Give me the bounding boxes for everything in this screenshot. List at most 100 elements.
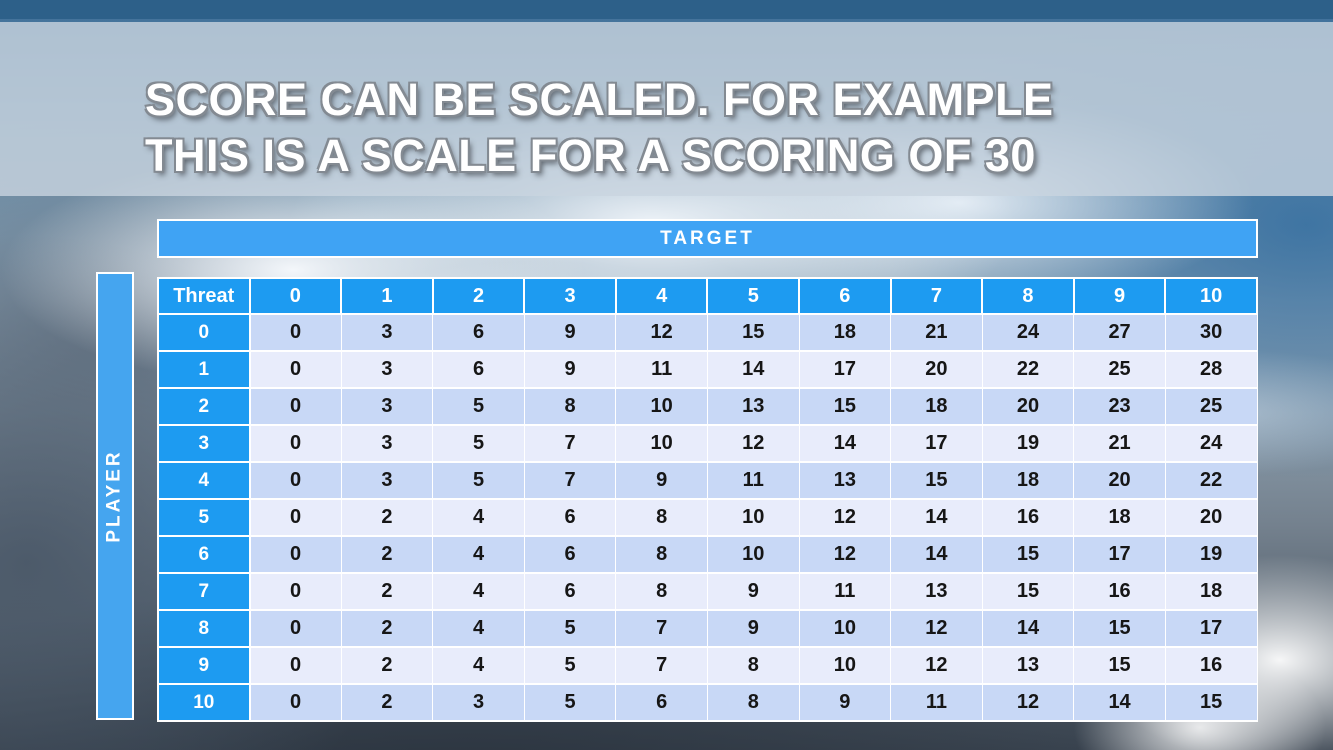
score-cell: 17	[798, 350, 892, 389]
score-cell: 2	[340, 609, 434, 648]
slide-title-line-1: SCORE CAN BE SCALED. FOR EXAMPLE	[145, 74, 1054, 125]
column-header-3: 3	[523, 277, 617, 315]
score-cell: 17	[1073, 535, 1166, 574]
table-row-4: 4 0 3 5 7 9 11 13 15 18 20 22	[157, 461, 1258, 500]
score-cell: 9	[706, 609, 800, 648]
score-cell: 9	[523, 313, 617, 352]
score-cell: 9	[615, 461, 708, 500]
score-cell: 28	[1164, 350, 1258, 389]
score-cell: 12	[981, 683, 1075, 722]
score-cell: 25	[1073, 350, 1166, 389]
score-cell: 2	[340, 572, 434, 611]
table-row-5: 5 0 2 4 6 8 10 12 14 16 18 20	[157, 498, 1258, 537]
score-cell: 12	[615, 313, 708, 352]
score-cell: 14	[890, 498, 983, 537]
score-cell: 2	[340, 535, 434, 574]
score-cell: 19	[981, 424, 1075, 463]
score-cell: 17	[890, 424, 983, 463]
score-cell: 0	[249, 646, 342, 685]
score-cell: 14	[798, 424, 892, 463]
column-header-6: 6	[798, 277, 892, 315]
score-cell: 10	[615, 424, 708, 463]
column-header-10: 10	[1164, 277, 1258, 315]
score-cell: 5	[523, 646, 617, 685]
score-cell: 11	[615, 350, 708, 389]
score-cell: 7	[615, 646, 708, 685]
score-cell: 0	[249, 572, 342, 611]
score-cell: 7	[523, 424, 617, 463]
score-cell: 9	[706, 572, 800, 611]
score-cell: 14	[1073, 683, 1166, 722]
score-cell: 27	[1073, 313, 1166, 352]
table-row-9: 9 0 2 4 5 7 8 10 12 13 15 16	[157, 646, 1258, 685]
score-cell: 8	[523, 387, 617, 426]
score-cell: 8	[706, 646, 800, 685]
score-cell: 10	[798, 646, 892, 685]
table-row-10: 10 0 2 3 5 6 8 9 11 12 14 15	[157, 683, 1258, 722]
score-cell: 24	[981, 313, 1075, 352]
table-row-8: 8 0 2 4 5 7 9 10 12 14 15 17	[157, 609, 1258, 648]
score-cell: 17	[1164, 609, 1258, 648]
score-cell: 13	[890, 572, 983, 611]
score-cell: 7	[523, 461, 617, 500]
score-cell: 15	[1164, 683, 1258, 722]
score-cell: 12	[798, 498, 892, 537]
score-cell: 18	[1073, 498, 1166, 537]
score-cell: 3	[340, 424, 434, 463]
header-row: Threat 0 1 2 3 4 5 6 7 8 9 10	[157, 277, 1258, 315]
score-cell: 8	[615, 572, 708, 611]
table-row-6: 6 0 2 4 6 8 10 12 14 15 17 19	[157, 535, 1258, 574]
score-cell: 16	[981, 498, 1075, 537]
score-cell: 0	[249, 387, 342, 426]
score-cell: 6	[432, 350, 525, 389]
score-cell: 8	[615, 535, 708, 574]
score-cell: 10	[706, 498, 800, 537]
table-row-7: 7 0 2 4 6 8 9 11 13 15 16 18	[157, 572, 1258, 611]
row-header-9: 9	[157, 646, 251, 685]
score-cell: 0	[249, 313, 342, 352]
score-cell: 4	[432, 535, 525, 574]
score-cell: 5	[432, 461, 525, 500]
score-cell: 4	[432, 646, 525, 685]
score-cell: 11	[706, 461, 800, 500]
score-cell: 10	[798, 609, 892, 648]
column-header-7: 7	[889, 277, 984, 315]
row-header-5: 5	[157, 498, 251, 537]
score-cell: 23	[1073, 387, 1166, 426]
score-cell: 5	[523, 683, 617, 722]
score-cell: 18	[798, 313, 892, 352]
score-cell: 19	[1164, 535, 1258, 574]
column-header-0: 0	[248, 277, 343, 315]
score-cell: 2	[340, 498, 434, 537]
slide-title-line-2: THIS IS A SCALE FOR A SCORING OF 30	[145, 129, 1036, 181]
score-matrix-body: 0 0 3 6 9 12 15 18 21 24 27 30 1 0 3 6 9 11 14 17 20 22 25 28 2 0…	[157, 313, 1258, 722]
score-cell: 0	[249, 535, 342, 574]
player-axis-label: PLAYER	[96, 272, 134, 720]
score-cell: 18	[890, 387, 983, 426]
score-cell: 4	[432, 609, 525, 648]
title-banner: SCORE CAN BE SCALED. FOR EXAMPLE THIS IS …	[0, 22, 1333, 196]
score-cell: 5	[432, 387, 525, 426]
score-cell: 0	[249, 683, 342, 722]
row-header-6: 6	[157, 535, 251, 574]
score-cell: 0	[249, 498, 342, 537]
score-cell: 11	[798, 572, 892, 611]
score-cell: 5	[523, 609, 617, 648]
score-cell: 4	[432, 498, 525, 537]
score-cell: 4	[432, 572, 525, 611]
column-header-5: 5	[706, 277, 801, 315]
score-cell: 8	[706, 683, 800, 722]
score-cell: 16	[1164, 646, 1258, 685]
score-cell: 20	[1073, 461, 1166, 500]
score-cell: 20	[981, 387, 1075, 426]
corner-header-threat: Threat	[157, 277, 251, 315]
player-axis-label-text: PLAYER	[104, 449, 126, 543]
column-header-9: 9	[1072, 277, 1167, 315]
table-row-3: 3 0 3 5 7 10 12 14 17 19 21 24	[157, 424, 1258, 463]
score-cell: 6	[523, 572, 617, 611]
score-cell: 18	[1164, 572, 1258, 611]
score-cell: 11	[890, 683, 983, 722]
column-header-4: 4	[614, 277, 709, 315]
score-matrix-table: Threat 0 1 2 3 4 5 6 7 8 9 10 0 0 3 6 9 12 15 18 21 24 27 30 1 0…	[157, 277, 1258, 722]
score-cell: 12	[798, 535, 892, 574]
